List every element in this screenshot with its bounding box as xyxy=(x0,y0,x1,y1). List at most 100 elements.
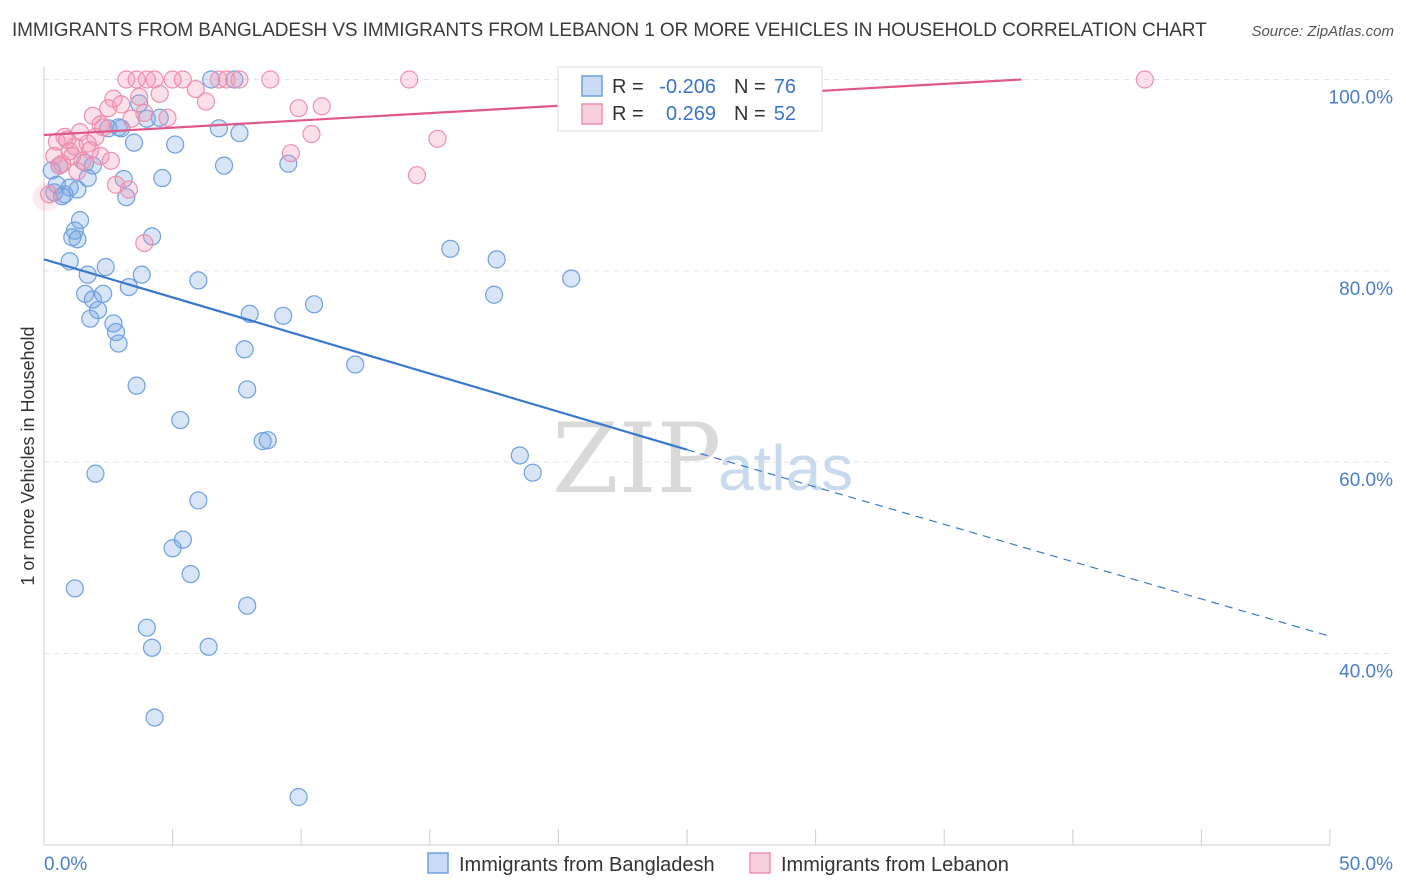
lebanon-point-42 xyxy=(119,180,138,199)
legend-n-label-lebanon: N = xyxy=(734,103,766,125)
lebanon-point-45 xyxy=(63,146,82,166)
lebanon-point-12 xyxy=(91,146,110,166)
bottom-legend-label-lebanon: Immigrants from Lebanon xyxy=(781,854,1009,876)
bangladesh-point-10 xyxy=(70,211,90,230)
bangladesh-point-25 xyxy=(106,322,126,342)
bangladesh-point-57 xyxy=(487,250,506,269)
bangladesh-point-65 xyxy=(189,491,208,510)
lebanon-point-40 xyxy=(1135,70,1154,89)
bangladesh-point-9 xyxy=(68,230,87,249)
gridlines xyxy=(44,79,1392,654)
bangladesh-point-40 xyxy=(171,410,190,430)
y-tick-label-40: 40.0% xyxy=(1339,662,1393,683)
legend-r-label-lebanon: R = xyxy=(612,103,644,125)
bangladesh-point-53 xyxy=(304,295,324,314)
lebanon-point-23 xyxy=(150,84,169,103)
bangladesh-point-22 xyxy=(96,257,115,277)
bangladesh-point-64 xyxy=(142,638,162,657)
lebanon-point-25 xyxy=(163,70,182,89)
lebanon-point-16 xyxy=(112,95,131,114)
bangladesh-point-38 xyxy=(153,168,172,188)
bottom-legend-swatch-lebanon xyxy=(749,852,771,874)
lebanon-point-24 xyxy=(158,108,177,127)
lebanon-point-36 xyxy=(312,97,331,116)
bangladesh-point-74 xyxy=(258,431,277,450)
bangladesh-point-58 xyxy=(510,446,529,465)
bangladesh-point-20 xyxy=(88,300,108,320)
stats-legend: R = -0.206 N = 76 R = 0.269 N = 52 xyxy=(557,66,823,132)
lebanon-point-28 xyxy=(196,92,216,111)
bangladesh-point-44 xyxy=(214,156,234,175)
bangladesh-point-43 xyxy=(209,119,228,138)
bangladesh-point-42 xyxy=(202,70,221,89)
lebanon-point-30 xyxy=(217,70,236,89)
legend-n-value-lebanon: 52 xyxy=(774,103,796,125)
legend-r-label-bangladesh: R = xyxy=(612,76,644,98)
lebanon-point-50 xyxy=(91,115,110,134)
bangladesh-point-54 xyxy=(346,355,365,374)
bangladesh-point-46 xyxy=(230,123,249,143)
bangladesh-point-41 xyxy=(189,271,208,290)
bangladesh-point-70 xyxy=(199,637,218,656)
lebanon-point-38 xyxy=(407,166,427,185)
lebanon-point-49 xyxy=(130,87,149,106)
bangladesh-point-39 xyxy=(166,135,185,154)
bangladesh-point-31 xyxy=(124,133,144,152)
lebanon-point-0 xyxy=(40,185,59,204)
bottom-legend: Immigrants from Bangladesh Immigrants fr… xyxy=(427,852,1009,876)
bangladesh-point-72 xyxy=(289,787,308,807)
bangladesh-point-21 xyxy=(94,284,113,303)
x-ticks xyxy=(43,829,1331,845)
lebanon-point-47 xyxy=(101,151,120,170)
bangladesh-point-50 xyxy=(253,432,272,451)
bangladesh-point-34 xyxy=(132,265,151,284)
watermark: ZIP atlas xyxy=(552,403,853,515)
legend-swatch-bangladesh xyxy=(581,75,603,97)
bangladesh-point-47 xyxy=(235,340,254,359)
bangladesh-point-62 xyxy=(65,579,84,598)
legend-n-label-bangladesh: N = xyxy=(734,76,766,98)
lebanon-point-35 xyxy=(302,124,321,144)
y-tick-label-60: 60.0% xyxy=(1339,470,1393,491)
lebanon-point-29 xyxy=(209,70,228,89)
bangladesh-point-12 xyxy=(68,180,87,199)
legend-r-value-lebanon: 0.269 xyxy=(666,103,716,125)
bangladesh-point-52 xyxy=(279,154,298,173)
lebanon-point-26 xyxy=(173,70,192,89)
bangladesh-point-63 xyxy=(137,618,156,637)
lebanon-point-31 xyxy=(230,70,249,89)
bangladesh-point-60 xyxy=(562,269,581,288)
bangladesh-point-33 xyxy=(130,94,149,113)
lebanon-point-3 xyxy=(50,156,69,175)
legend-swatch-lebanon xyxy=(581,103,603,125)
bangladesh-point-32 xyxy=(127,376,146,395)
bangladesh-point-45 xyxy=(225,70,244,89)
lebanon-point-39 xyxy=(428,129,447,148)
lebanon-point-21 xyxy=(137,70,156,89)
lebanon-point-34 xyxy=(289,99,308,118)
x-tick-label-min: 0.0% xyxy=(44,854,87,875)
bangladesh-point-59 xyxy=(523,463,542,482)
lebanon-point-27 xyxy=(186,79,205,99)
bangladesh-point-67 xyxy=(173,530,192,549)
source-credit: Source: ZipAtlas.com xyxy=(1251,23,1394,40)
lebanon-point-cluster xyxy=(32,183,61,212)
lebanon-point-20 xyxy=(135,103,154,123)
trend-lebanon-solid xyxy=(43,78,1022,137)
lebanon-point-17 xyxy=(117,70,136,89)
bangladesh-point-19 xyxy=(83,290,102,309)
watermark-zip: ZIP xyxy=(552,403,721,515)
trend-lines xyxy=(43,78,1331,637)
bangladesh-point-69 xyxy=(238,596,257,615)
bangladesh-point-51 xyxy=(274,306,293,325)
bangladesh-point-61 xyxy=(86,464,105,483)
bottom-legend-label-bangladesh: Immigrants from Bangladesh xyxy=(459,854,715,876)
lebanon-point-37 xyxy=(400,70,419,89)
bangladesh-point-55 xyxy=(441,239,460,258)
y-tick-label-80: 80.0% xyxy=(1339,279,1393,300)
trend-bangladesh-dashed xyxy=(686,449,1331,637)
bangladesh-point-71 xyxy=(145,708,164,727)
lebanon-point-43 xyxy=(135,233,154,253)
legend-n-value-bangladesh: 76 xyxy=(774,76,796,98)
lebanon-point-46 xyxy=(58,130,77,149)
